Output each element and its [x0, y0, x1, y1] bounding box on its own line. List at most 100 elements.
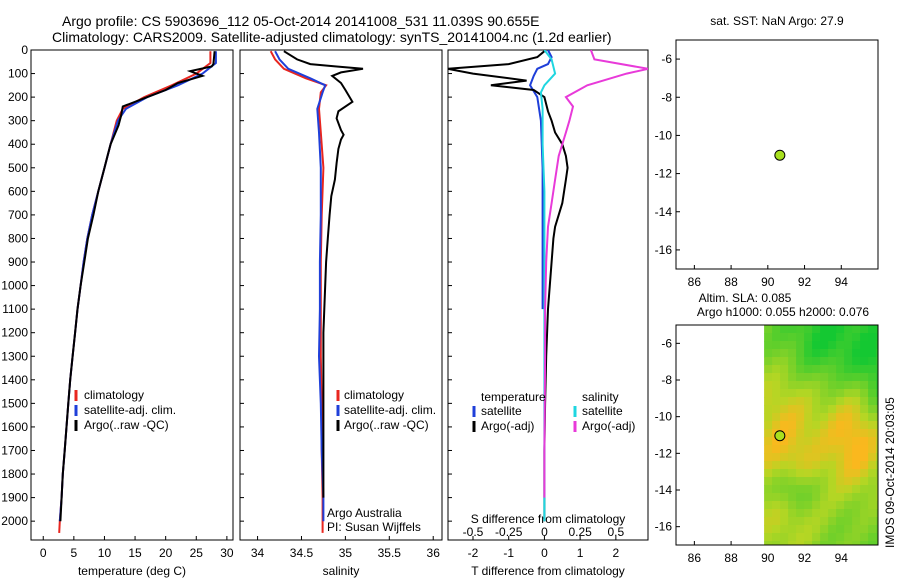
- sla-heatmap-cell: [820, 509, 829, 518]
- sla-heatmap-cell: [836, 349, 845, 358]
- sla-heatmap-cell: [764, 373, 773, 382]
- depth-tick-label: 1300: [1, 349, 28, 363]
- sla-heatmap-cell: [868, 333, 877, 342]
- sla-heatmap-cell: [876, 517, 878, 526]
- sla-heatmap-cell: [780, 413, 789, 422]
- difference-x-tick-label: 2: [613, 546, 620, 560]
- salinity-diff-tick-label: -0.5: [463, 525, 484, 539]
- sla-heatmap-cell: [812, 405, 821, 414]
- sla-heatmap-cell: [852, 541, 861, 545]
- sla-heatmap-cell: [764, 397, 773, 406]
- sla-heatmap-cell: [772, 397, 781, 406]
- sla-heatmap-cell: [764, 365, 773, 374]
- sla-heatmap-cell: [796, 357, 805, 366]
- sla-heatmap-cell: [876, 501, 878, 510]
- sla-heatmap-cell: [804, 501, 813, 510]
- sla-heatmap-cell: [844, 405, 853, 414]
- sla-heatmap-cell: [828, 437, 837, 446]
- sla-heatmap-cell: [876, 477, 878, 486]
- sla-heatmap-cell: [812, 421, 821, 430]
- sla-heatmap-cell: [860, 365, 869, 374]
- sla-heatmap-cell: [876, 445, 878, 454]
- temp-legend-label: climatology: [84, 388, 144, 402]
- sla-heatmap-cell: [812, 461, 821, 470]
- sla-heatmap-cell: [836, 381, 845, 390]
- sla-heatmap-cell: [844, 533, 853, 542]
- sst-map-lat-tick-label: -16: [655, 243, 673, 257]
- sla-heatmap-cell: [780, 477, 789, 486]
- sla-heatmap-cell: [804, 493, 813, 502]
- sla-map-lat-tick-label: -8: [661, 373, 672, 387]
- salinity-legend-label: climatology: [344, 388, 404, 402]
- sla-heatmap-cell: [788, 333, 797, 342]
- sla-map-lon-tick-label: 92: [798, 551, 812, 565]
- sla-heatmap-cell: [764, 453, 773, 462]
- sla-heatmap-cell: [812, 413, 821, 422]
- diff-legend-temp-title: temperature: [481, 390, 546, 404]
- sla-heatmap-cell: [796, 325, 805, 334]
- temperature-series-2: [59, 51, 216, 522]
- depth-tick-label: 400: [8, 137, 28, 151]
- sla-heatmap-cell: [860, 357, 869, 366]
- sla-heatmap-cell: [836, 341, 845, 350]
- sla-heatmap-cell: [844, 421, 853, 430]
- sla-heatmap-cell: [812, 365, 821, 374]
- sla-map-argo-marker: [774, 430, 786, 442]
- sla-heatmap-cell: [804, 541, 813, 545]
- sla-heatmap-cell: [868, 445, 877, 454]
- sla-heatmap-cell: [844, 333, 853, 342]
- sla-heatmap-cell: [868, 429, 877, 438]
- sla-heatmap-cell: [876, 325, 878, 334]
- sla-heatmap-cell: [788, 509, 797, 518]
- sla-heatmap-cell: [828, 373, 837, 382]
- salinity-series-1: [274, 50, 327, 522]
- sla-heatmap-cell: [780, 349, 789, 358]
- difference-x-tick-label: -1: [503, 546, 514, 560]
- sla-heatmap-cell: [764, 349, 773, 358]
- sla-heatmap-cell: [844, 461, 853, 470]
- depth-tick-label: 200: [8, 90, 28, 104]
- sla-heatmap-cell: [812, 533, 821, 542]
- sst-map-lat-tick-label: -10: [655, 128, 673, 142]
- sla-heatmap-cell: [820, 341, 829, 350]
- depth-tick-label: 700: [8, 208, 28, 222]
- sla-heatmap-cell: [788, 517, 797, 526]
- sla-heatmap-cell: [820, 381, 829, 390]
- sla-heatmap-cell: [836, 389, 845, 398]
- sla-heatmap-cell: [764, 469, 773, 478]
- sla-heatmap-cell: [860, 421, 869, 430]
- temp-x-tick-label: 0: [40, 546, 47, 560]
- sla-heatmap-cell: [796, 477, 805, 486]
- sla-heatmap-cell: [852, 469, 861, 478]
- sla-heatmap-cell: [820, 485, 829, 494]
- sla-heatmap-cell: [828, 445, 837, 454]
- sla-heatmap-cell: [828, 397, 837, 406]
- depth-tick-label: 1200: [1, 326, 28, 340]
- salinity-x-tick-label: 35.5: [378, 546, 402, 560]
- sla-heatmap-cell: [828, 541, 837, 545]
- sla-heatmap-cell: [788, 445, 797, 454]
- sla-heatmap-cell: [772, 373, 781, 382]
- sla-heatmap-cell: [820, 445, 829, 454]
- sla-heatmap-cell: [780, 517, 789, 526]
- sla-heatmap-cell: [836, 469, 845, 478]
- sla-heatmap-cell: [804, 389, 813, 398]
- sla-heatmap-cell: [876, 373, 878, 382]
- sla-heatmap-cell: [764, 437, 773, 446]
- sla-heatmap-cell: [860, 437, 869, 446]
- sla-heatmap-cell: [860, 325, 869, 334]
- sla-heatmap-cell: [876, 485, 878, 494]
- sla-heatmap-cell: [812, 493, 821, 502]
- sla-heatmap-cell: [852, 533, 861, 542]
- sla-heatmap-cell: [804, 397, 813, 406]
- sla-heatmap-cell: [796, 341, 805, 350]
- sla-heatmap-cell: [836, 373, 845, 382]
- sla-heatmap-cell: [820, 533, 829, 542]
- sla-heatmap-cell: [796, 389, 805, 398]
- sla-heatmap-cell: [836, 413, 845, 422]
- sst-map-lon-tick-label: 92: [798, 275, 812, 289]
- sla-heatmap-cell: [804, 421, 813, 430]
- sla-heatmap-cell: [804, 461, 813, 470]
- sla-heatmap-cell: [836, 517, 845, 526]
- sla-heatmap-cell: [876, 469, 878, 478]
